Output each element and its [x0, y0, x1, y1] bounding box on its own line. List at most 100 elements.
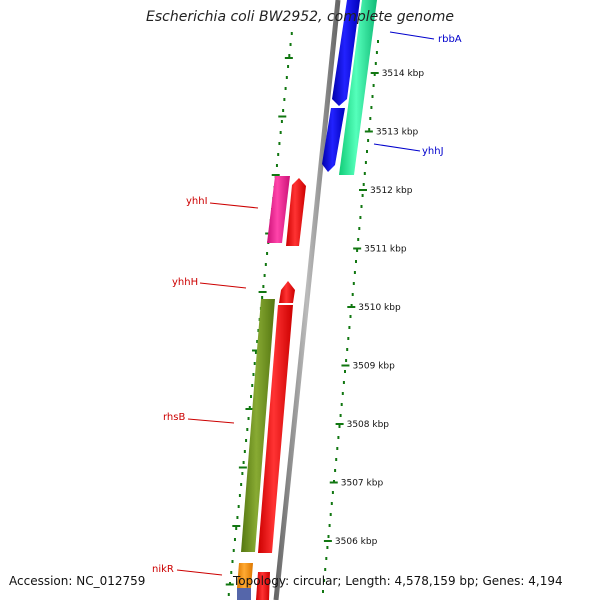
inner-dotted-ring — [322, 40, 379, 593]
kbp-tick-group: 3514 kbp 3513 kbp 3512 kbp 3511 kbp 3510 kbp… — [323, 69, 425, 547]
ring-dot — [347, 337, 350, 340]
ring-dot — [338, 425, 341, 428]
gene-rbbA-feature[interactable] — [332, 0, 360, 106]
leader-nikR — [176, 569, 223, 576]
gene-fragment-red — [256, 572, 270, 600]
ring-dot — [290, 32, 293, 35]
ring-dot — [375, 51, 378, 54]
leader-yhhI — [209, 202, 259, 209]
ring-dot — [335, 458, 338, 461]
ring-dot — [330, 502, 333, 505]
ring-dot — [352, 282, 355, 285]
gene-rhsB-red-feature[interactable] — [258, 305, 293, 553]
gene-fragment-blue — [237, 588, 251, 600]
gene-yhhJ-blue-feature[interactable] — [322, 108, 345, 172]
ring-dot — [289, 43, 292, 46]
ring-dot — [279, 131, 282, 134]
ring-dot — [251, 384, 254, 387]
ring-dot — [254, 351, 257, 354]
ring-dot — [283, 98, 286, 101]
ring-dot — [241, 472, 244, 475]
ring-dot — [372, 84, 375, 87]
gene-nikR-feature[interactable] — [237, 563, 253, 588]
ring-dot — [326, 546, 329, 549]
gene-yhhJ-feature[interactable] — [339, 0, 377, 175]
ring-dot — [357, 238, 360, 241]
gene-label-rbbA[interactable]: rbbA — [438, 34, 462, 45]
ring-dot — [236, 516, 239, 519]
ring-dot — [349, 315, 352, 318]
ring-dot — [285, 76, 288, 79]
ring-dot — [237, 505, 240, 508]
genome-title: Escherichia coli BW2952, complete genome — [146, 9, 454, 25]
ring-dot — [327, 535, 330, 538]
kbp-tick-label: 3512 kbp — [370, 186, 413, 196]
ring-dot — [370, 106, 373, 109]
gene-label-yhhH[interactable]: yhhH — [172, 277, 198, 288]
ring-dot — [369, 117, 372, 120]
ring-dot — [351, 293, 354, 296]
ring-dot — [328, 524, 331, 527]
gene-yhhH-feature[interactable] — [279, 281, 295, 303]
ring-dot — [377, 40, 379, 43]
ring-dot — [341, 392, 344, 395]
ring-dot — [261, 296, 264, 299]
ring-dot — [346, 348, 349, 351]
leader-yhhH — [199, 282, 247, 289]
ring-dot — [363, 172, 366, 175]
ring-dot — [247, 417, 250, 420]
gene-yhhI-red-feature[interactable] — [286, 178, 306, 246]
ring-dot — [275, 164, 278, 167]
ring-dot — [323, 579, 326, 582]
ring-dot — [366, 150, 368, 153]
ring-dot — [360, 205, 363, 208]
ring-dot — [334, 469, 337, 472]
ring-dot — [355, 260, 357, 263]
ring-dot — [235, 527, 238, 530]
genome-backbone — [273, 0, 341, 600]
ring-dot — [280, 120, 283, 123]
kbp-tick-label: 3507 kbp — [341, 479, 384, 489]
ring-dot — [361, 194, 364, 197]
ring-dot — [339, 414, 342, 417]
ring-dot — [256, 340, 259, 343]
ring-dot — [362, 183, 365, 186]
ring-dot — [371, 95, 374, 98]
gene-yhhI-feature[interactable] — [267, 176, 290, 243]
ring-dot — [227, 593, 230, 596]
ring-dot — [344, 370, 346, 373]
gene-label-rhsB[interactable]: rhsB — [163, 412, 185, 423]
ring-dot — [263, 274, 266, 277]
ring-dot — [262, 285, 265, 288]
gene-label-yhhJ[interactable]: yhhJ — [422, 146, 444, 157]
ring-dot — [231, 560, 234, 563]
gene-label-yhhI[interactable]: yhhI — [186, 196, 208, 207]
ring-dot — [336, 447, 339, 450]
ring-dot — [277, 153, 280, 156]
ring-dot — [243, 450, 246, 453]
ring-dot — [240, 483, 243, 486]
ring-dot — [353, 271, 356, 274]
leader-rhsB — [187, 418, 235, 424]
ring-dot — [340, 403, 343, 406]
ring-dot — [324, 568, 327, 571]
gene-features — [237, 0, 377, 600]
ring-dot — [345, 359, 348, 362]
ring-dot — [325, 557, 328, 560]
leader-yhhJ — [373, 143, 421, 152]
ring-dot — [367, 139, 370, 142]
kbp-tick-label: 3508 kbp — [347, 420, 390, 430]
ring-dot — [342, 381, 345, 384]
ring-dot — [322, 590, 324, 593]
gene-rhsB-feature[interactable] — [241, 299, 275, 552]
gene-labels: rbbA yhhJ yhhI yhhH rhsB nikR — [152, 31, 462, 576]
kbp-tick-label: 3514 kbp — [382, 69, 425, 79]
ring-dot — [359, 216, 362, 219]
ring-dot — [331, 491, 334, 494]
ring-dot — [284, 87, 287, 90]
ring-dot — [288, 54, 291, 57]
gene-label-nikR[interactable]: nikR — [152, 564, 174, 575]
ring-dot — [238, 494, 241, 497]
ring-dot — [348, 326, 351, 329]
